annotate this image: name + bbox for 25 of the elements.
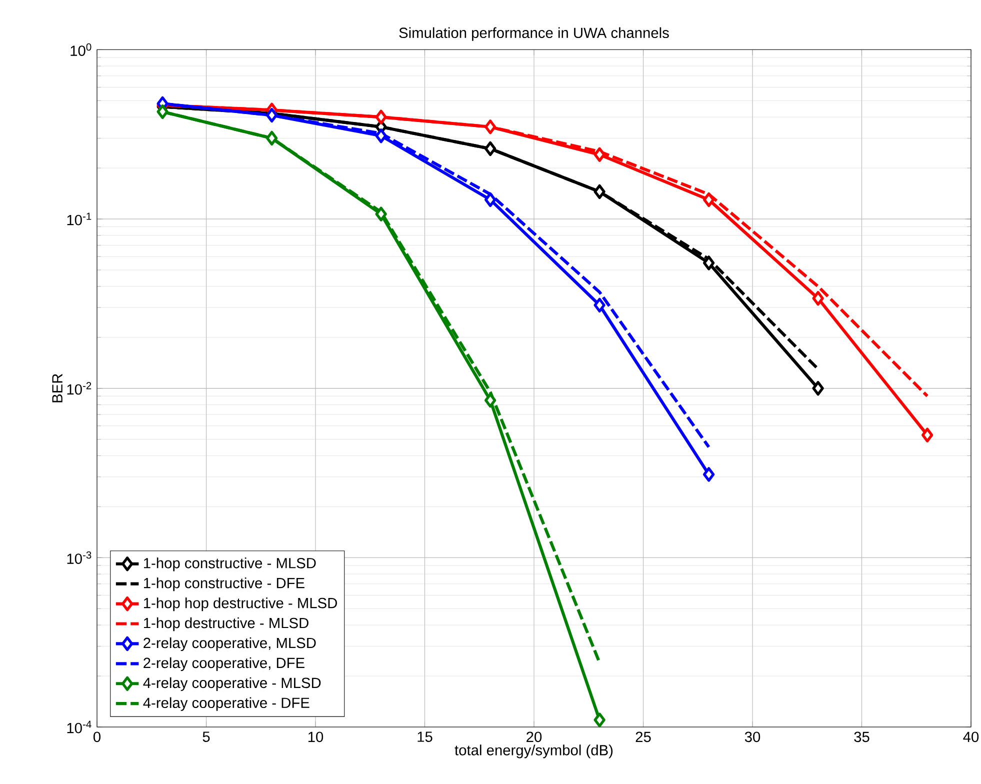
y-tick-label: 10$^{-3}$ [67, 551, 92, 564]
x-tick-label: 15 [418, 732, 432, 742]
legend-label: 4-relay cooperative - MLSD [143, 677, 321, 691]
x-tick-label: 40 [963, 732, 979, 742]
x-tick-label: 5 [202, 732, 210, 742]
legend-label: 1-hop destructive - MLSD [144, 617, 308, 632]
legend-label: 4-relay cooperative - DFE [143, 697, 310, 711]
legend-label: 1-hop constructive - MLSD [144, 558, 316, 572]
x-tick-label: 0 [93, 732, 100, 742]
y-tick-label: 10$^{-1}$ [67, 212, 92, 226]
legend-label: 2-relay cooperative, MLSD [144, 637, 316, 652]
x-tick-label: 10 [308, 732, 324, 742]
x-tick-label: 35 [854, 732, 870, 742]
y-tick-label: 10$^{0}$ [70, 43, 92, 56]
x-tick-label: 25 [636, 732, 651, 742]
legend-label: 1-hop constructive - DFE [144, 578, 304, 592]
y-axis-title: BER [52, 374, 62, 402]
y-tick-label: 10$^{-2}$ [67, 382, 92, 395]
x-tick-label: 20 [526, 732, 542, 742]
legend-label: 1-hop hop destructive - MLSD [144, 597, 337, 612]
chart-title: Simulation performance in UWA channels [399, 27, 669, 41]
legend-label: 2-relay cooperative, DFE [144, 657, 304, 672]
x-tick-label: 30 [744, 732, 760, 742]
x-axis-title: total energy/symbol (dB) [454, 744, 613, 758]
y-tick-label: 10$^{-4}$ [67, 720, 92, 734]
